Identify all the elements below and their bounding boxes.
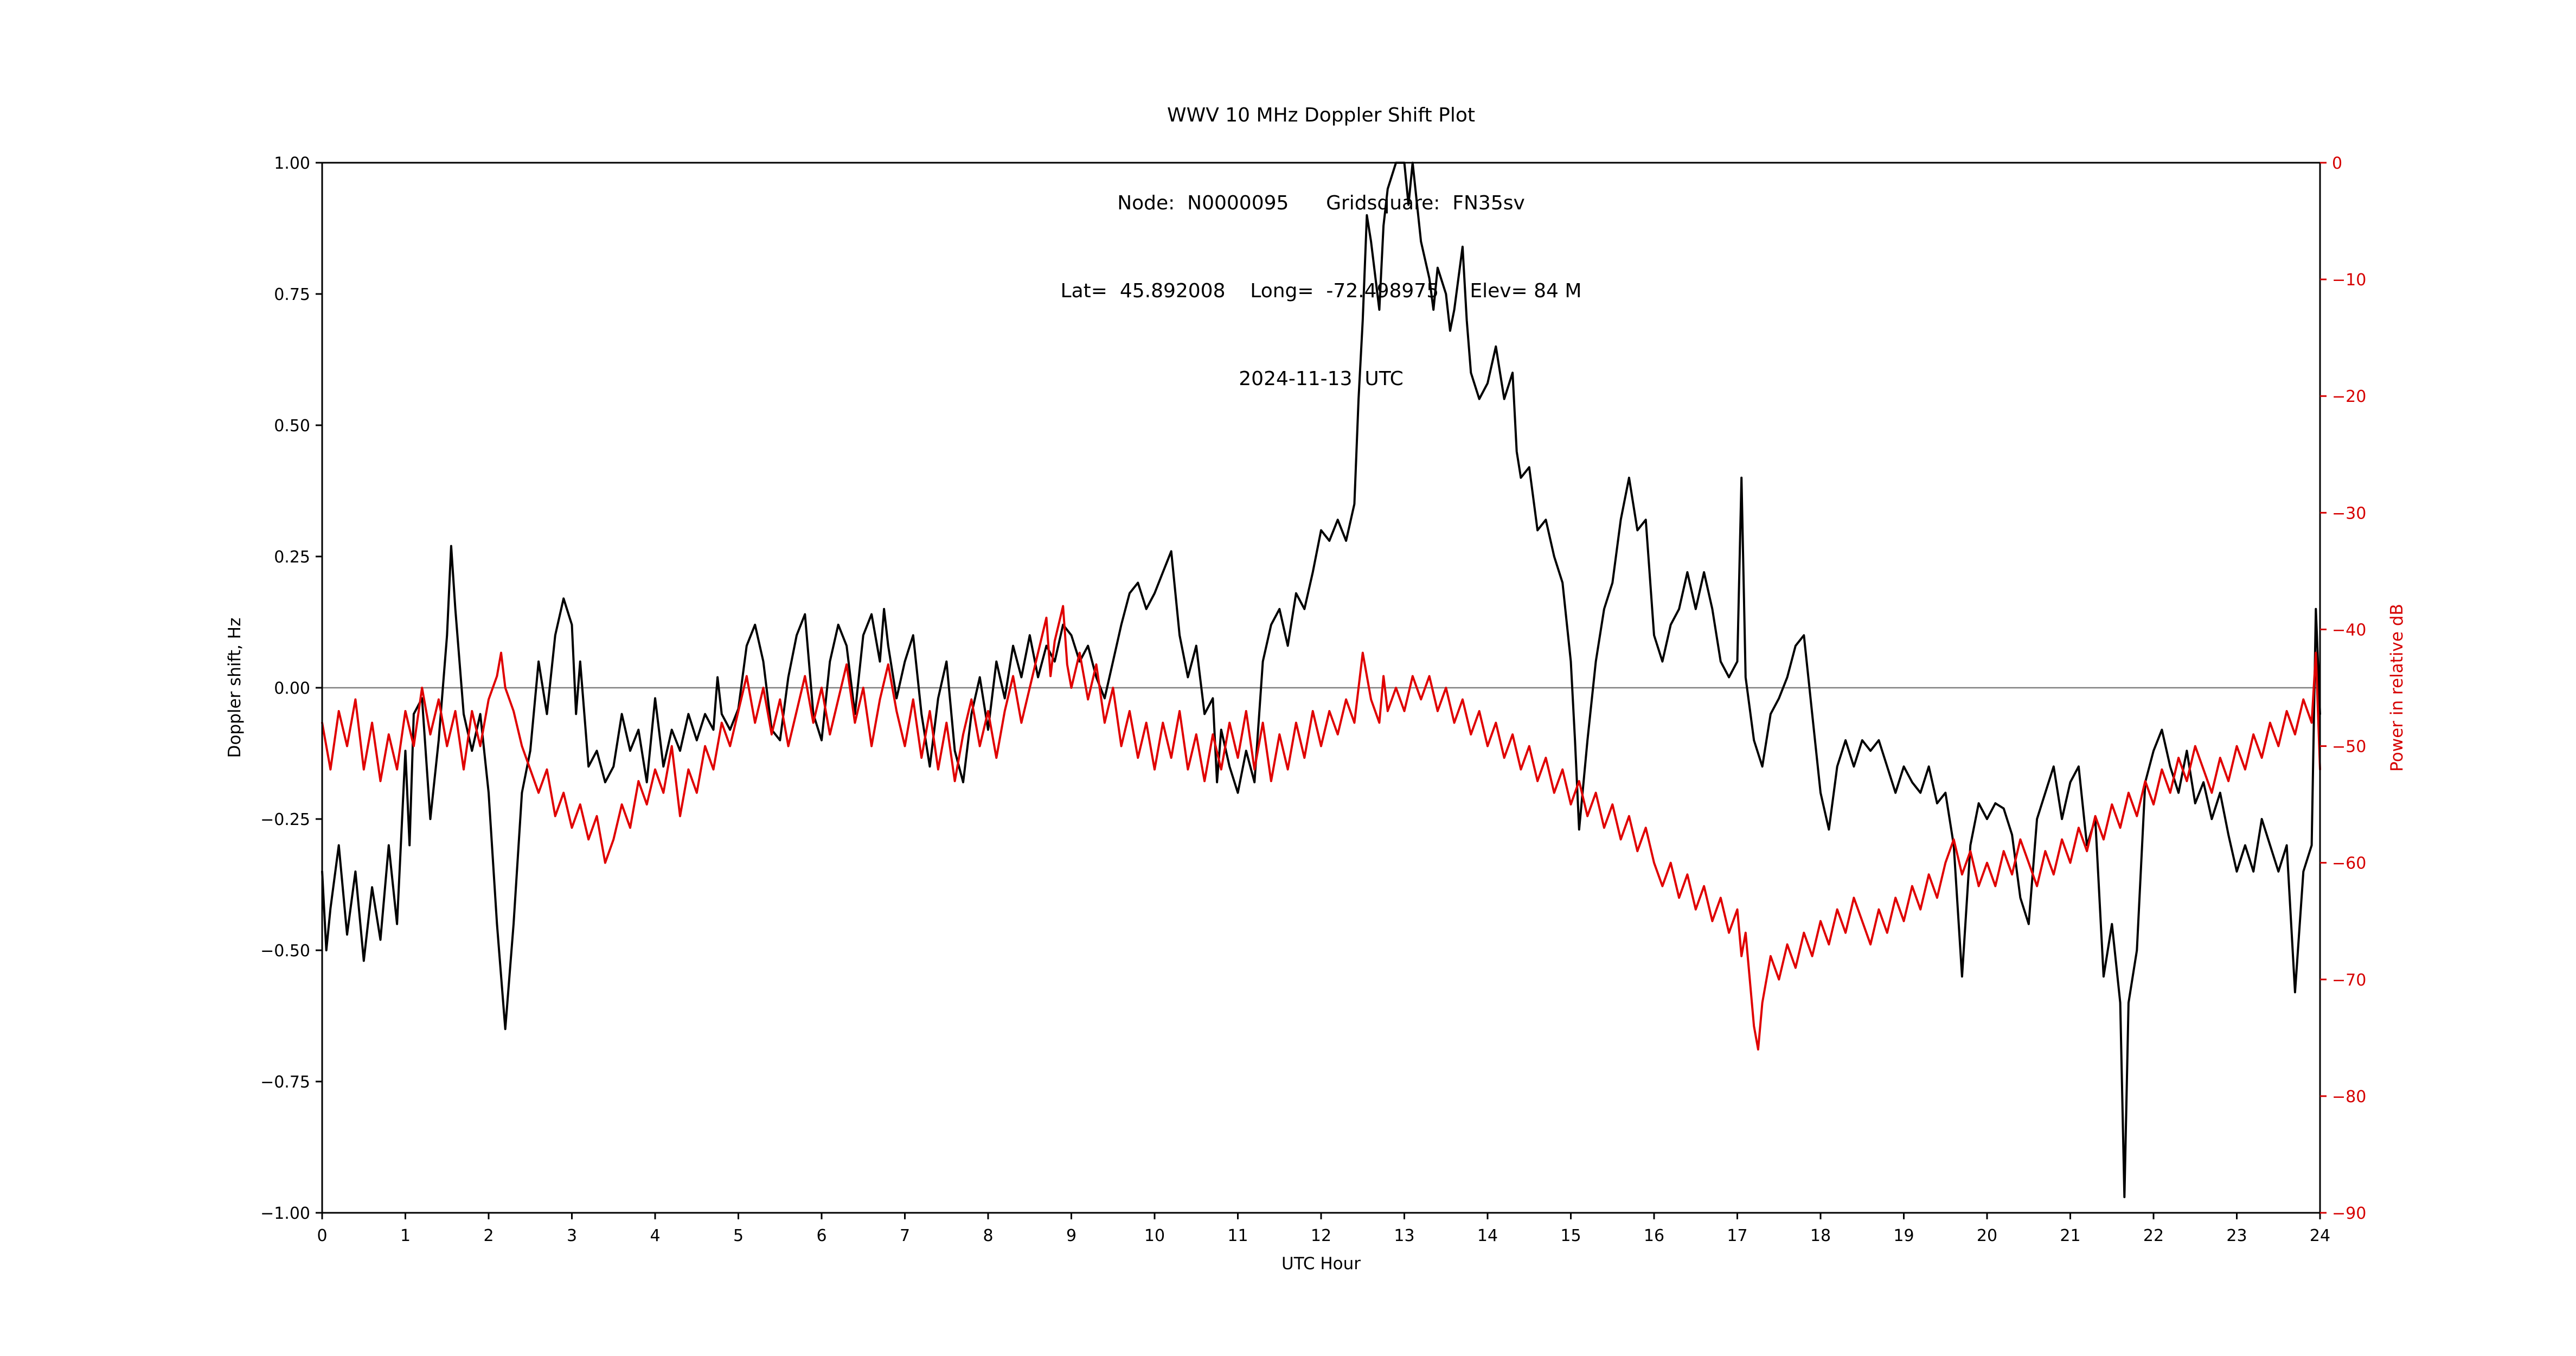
y-right-tick-label: −80 [2332, 1088, 2366, 1106]
axis-ticks-and-labels: 0 1 2 3 4 5 6 7 8 9 10 11 12 13 14 15 16 17 18 19 20 21 22 23 24… [260, 154, 2366, 1245]
y-left-tick-label: 0.00 [274, 679, 310, 698]
x-tick-label: 17 [1727, 1226, 1747, 1245]
x-tick-label: 21 [2060, 1226, 2080, 1245]
y-right-tick-label: −10 [2332, 271, 2366, 290]
y-right-tick-label: −40 [2332, 621, 2366, 639]
x-tick-label: 23 [2226, 1226, 2247, 1245]
x-tick-label: 16 [1644, 1226, 1664, 1245]
x-tick-label: 5 [733, 1226, 744, 1245]
x-tick-label: 12 [1311, 1226, 1331, 1245]
x-tick-label: 22 [2143, 1226, 2164, 1245]
x-tick-label: 19 [1893, 1226, 1914, 1245]
y-left-tick-label: 1.00 [274, 154, 310, 173]
x-tick-label: 0 [317, 1226, 327, 1245]
x-tick-label: 1 [400, 1226, 411, 1245]
y-left-tick-label: −1.00 [260, 1204, 310, 1223]
x-tick-label: 3 [567, 1226, 577, 1245]
x-axis-label: UTC Hour [1281, 1254, 1361, 1274]
y-left-tick-label: 0.50 [274, 417, 310, 436]
x-tick-label: 6 [816, 1226, 826, 1245]
x-tick-label: 8 [983, 1226, 993, 1245]
plot-title: WWV 10 MHz Doppler Shift Plot [1167, 104, 1475, 126]
y-right-tick-label: −30 [2332, 504, 2366, 523]
y-right-tick-label: −20 [2332, 387, 2366, 406]
plot-subtitle-date: 2024-11-13 UTC [1239, 368, 1404, 390]
x-tick-label: 4 [650, 1226, 660, 1245]
y-left-tick-label: −0.75 [260, 1073, 310, 1092]
x-tick-label: 10 [1144, 1226, 1165, 1245]
y-left-tick-label: −0.25 [260, 810, 310, 829]
y-right-tick-label: 0 [2332, 154, 2342, 173]
y-right-tick-label: −90 [2332, 1204, 2366, 1223]
x-tick-label: 9 [1066, 1226, 1076, 1245]
x-tick-label: 11 [1227, 1226, 1248, 1245]
x-tick-label: 24 [2310, 1226, 2330, 1245]
y-right-tick-label: −70 [2332, 971, 2366, 990]
data-series-lines [321, 162, 2321, 1198]
x-tick-label: 15 [1560, 1226, 1581, 1245]
plot-title-block: WWV 10 MHz Doppler Shift Plot Node: N000… [322, 42, 2320, 423]
x-tick-label: 20 [1977, 1226, 1997, 1245]
x-tick-label: 13 [1394, 1226, 1414, 1245]
x-tick-label: 14 [1477, 1226, 1498, 1245]
plot-subtitle-node-grid: Node: N0000095 Gridsquare: FN35sv [1117, 192, 1525, 214]
y-left-tick-label: 0.25 [274, 548, 310, 567]
y-left-tick-label: 0.75 [274, 285, 310, 304]
plot-subtitle-lat-long-elev: Lat= 45.892008 Long= -72.498975 Elev= 84… [1060, 280, 1582, 302]
x-tick-label: 7 [900, 1226, 910, 1245]
y-right-tick-label: −50 [2332, 738, 2366, 757]
x-tick-label: 18 [1810, 1226, 1831, 1245]
x-tick-label: 2 [483, 1226, 494, 1245]
series-line-power [321, 605, 2321, 1051]
y-left-tick-label: −0.50 [260, 942, 310, 961]
y-right-tick-label: −60 [2332, 854, 2366, 873]
series-line-doppler [321, 162, 2321, 1198]
